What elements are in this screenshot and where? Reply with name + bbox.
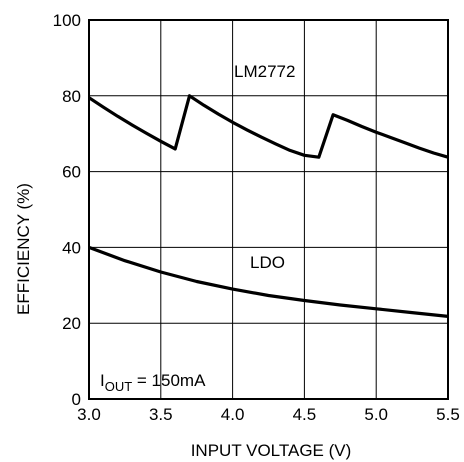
- y-tick-label: 80: [62, 87, 81, 106]
- y-tick-label: 0: [72, 390, 81, 409]
- y-tick-label: 20: [62, 314, 81, 333]
- y-tick-label: 40: [62, 238, 81, 257]
- x-tick-label: 5.5: [436, 405, 460, 424]
- iout-value: = 150mA: [132, 371, 206, 390]
- x-tick-label: 4.0: [221, 405, 245, 424]
- x-tick-label: 4.5: [293, 405, 317, 424]
- iout-subscript: OUT: [105, 379, 133, 394]
- y-axis-title: EFFICIENCY (%): [14, 183, 33, 315]
- series-label-lm2772: LM2772: [234, 62, 295, 81]
- plot-frame: [88, 19, 449, 400]
- iout-annotation: IOUT = 150mA: [100, 371, 206, 394]
- x-tick-labels: 3.0 3.5 4.0 4.5 5.0 5.5: [77, 405, 460, 424]
- y-tick-label: 100: [53, 11, 81, 30]
- x-tick-label: 3.0: [77, 405, 101, 424]
- grid-lines: [89, 20, 448, 399]
- x-tick-label: 5.0: [364, 405, 388, 424]
- series-line-ldo: [88, 245, 449, 318]
- x-tick-label: 3.5: [149, 405, 173, 424]
- y-tick-labels: 0 20 40 60 80 100: [53, 11, 81, 409]
- series-label-ldo: LDO: [250, 253, 285, 272]
- series-line-lm2772: [88, 94, 449, 159]
- x-axis-title: INPUT VOLTAGE (V): [191, 441, 352, 460]
- iout-symbol: I: [100, 371, 105, 390]
- y-tick-label: 60: [62, 163, 81, 182]
- series-layer: [88, 94, 449, 318]
